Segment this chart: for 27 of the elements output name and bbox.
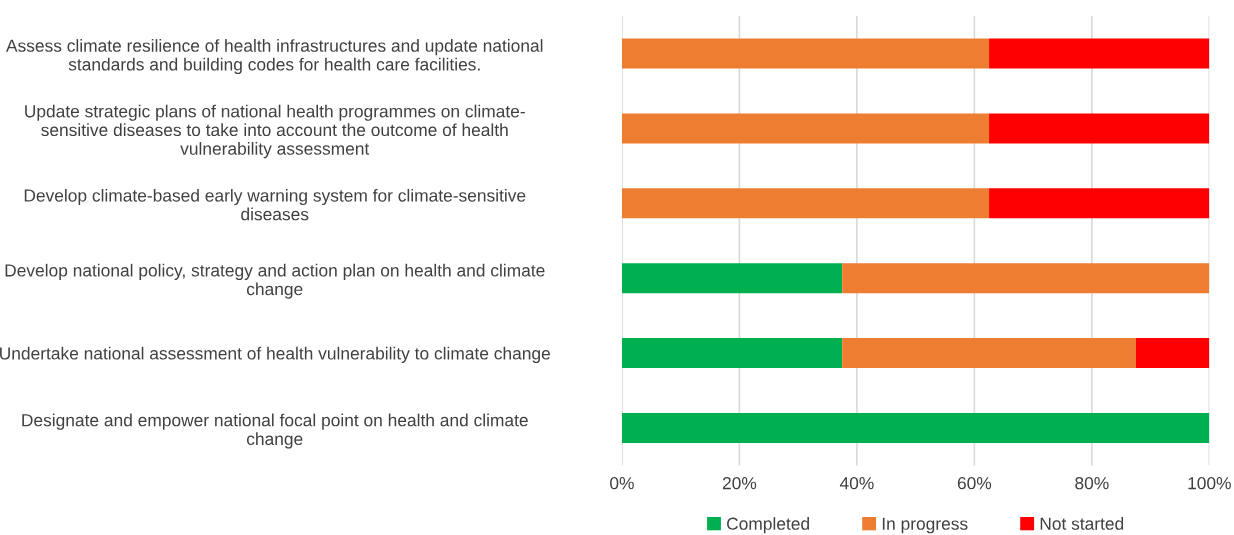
bar	[621, 188, 990, 219]
bar	[621, 413, 1210, 443]
x-tick-label: 100%	[1188, 477, 1231, 490]
bar	[621, 338, 843, 369]
bar	[842, 263, 1210, 294]
bar	[1135, 338, 1210, 369]
y-tick-label: Undertake national assessment of health vulnerability to climate change	[0, 346, 550, 363]
y-tick-label: Designate and empower national focal point on health and climate change	[22, 413, 528, 449]
bar	[621, 113, 990, 144]
y-tick-label: Assess climate resilience of health infrastructures and update national standards and building codes for health care facilities.	[6, 39, 543, 74]
x-tick-label: 40%	[839, 477, 874, 490]
x-tick-label: 60%	[957, 477, 992, 490]
bar	[621, 38, 990, 69]
legend-label: Completed	[727, 517, 809, 534]
x-tick-label: 0%	[610, 477, 634, 490]
bar	[621, 263, 843, 294]
bar	[842, 338, 1136, 369]
x-tick-label: 80%	[1075, 477, 1109, 490]
bar	[989, 188, 1210, 219]
y-tick-label: Develop climate-based early warning system for climate-sensitive diseases	[24, 188, 526, 221]
legend-label: In progress	[882, 517, 968, 534]
bar	[989, 38, 1210, 69]
y-tick-label: Develop national policy, strategy and action plan on health and climate change	[5, 263, 545, 299]
legend-label: Not started	[1040, 517, 1124, 530]
y-tick-label: Update strategic plans of national health programmes on climate- sensitive diseases to take into account the outcome of health vulnerability assessment	[25, 104, 525, 159]
bar	[989, 113, 1210, 144]
x-tick-label: 20%	[722, 477, 757, 490]
